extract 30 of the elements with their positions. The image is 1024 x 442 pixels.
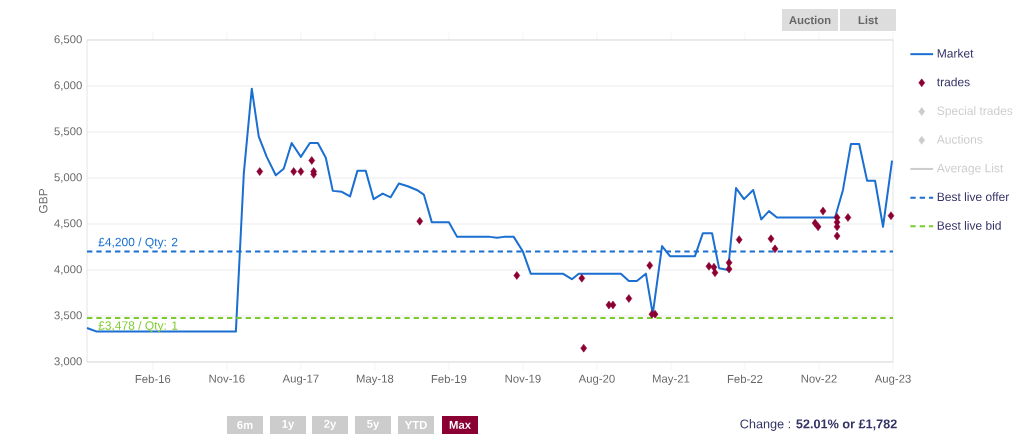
y-tick-label: 5,500: [54, 127, 82, 137]
legend-label: Market: [937, 48, 974, 58]
y-tick-label: 6,500: [54, 35, 82, 45]
text: Max: [449, 421, 471, 429]
x-tick-label: Aug-23: [874, 374, 911, 385]
x-tick-label: Feb-16: [135, 374, 171, 384]
annotation: £4,200 / Qty: 2: [98, 237, 178, 249]
y-axis-title: GBP: [38, 188, 48, 214]
y-tick-label: 3,000: [54, 357, 82, 367]
text: Auction: [789, 15, 831, 25]
y-tick-label: 3,500: [54, 311, 82, 321]
x-tick-label: Aug-17: [282, 374, 319, 385]
x-tick-label: Nov-16: [209, 374, 245, 383]
x-tick-label: Aug-20: [578, 374, 615, 385]
text: Change : 52.01% or £1,782: [740, 419, 897, 431]
y-tick-label: 4,500: [54, 219, 82, 229]
x-tick-label: Feb-22: [727, 374, 763, 384]
y-tick-label: 5,000: [54, 173, 82, 183]
legend-label: trades: [936, 77, 970, 87]
y-tick-label: 4,000: [54, 265, 82, 275]
x-tick-label: Nov-19: [505, 374, 541, 383]
x-tick-label: May-21: [652, 374, 690, 385]
legend-label: Best live offer: [937, 192, 1010, 202]
x-tick-label: Nov-22: [801, 374, 837, 383]
y-tick-label: 6,000: [54, 81, 82, 91]
x-tick-label: Feb-19: [431, 374, 467, 384]
legend-label: Best live bid: [937, 220, 1001, 230]
annotation: £3,478 / Qty: 1: [98, 320, 178, 333]
text: List: [858, 15, 878, 25]
x-tick-label: May-18: [356, 374, 394, 385]
